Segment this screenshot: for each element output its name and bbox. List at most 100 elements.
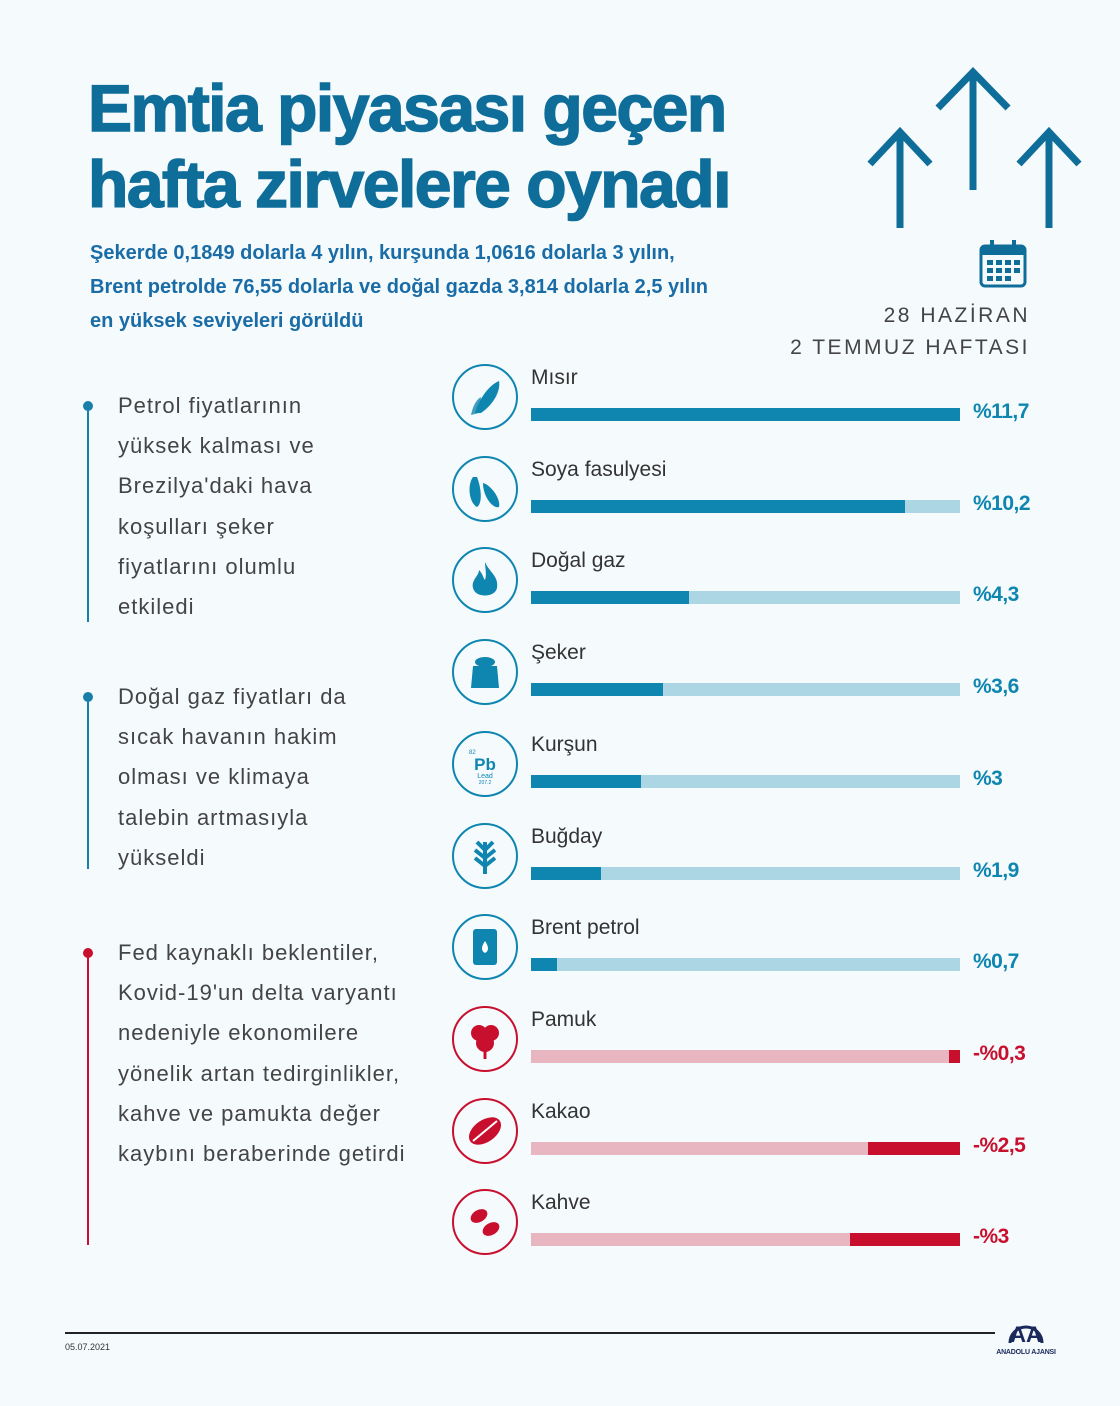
category-label: Kakao [531, 1099, 591, 1123]
bar-track [531, 774, 960, 788]
bar [531, 499, 905, 513]
category-label: Doğal gaz [531, 549, 626, 573]
page-title: Emtia piyasası geçen hafta zirvelere oyn… [87, 70, 732, 222]
bar-track [531, 591, 960, 605]
svg-text:Lead: Lead [477, 773, 493, 780]
value-label: %4,3 [973, 583, 1019, 607]
calendar-icon [979, 240, 1027, 288]
oil-barrel-icon [473, 929, 497, 966]
bar-track [531, 408, 960, 421]
subtitle-line: Brent petrolde 76,55 dolarla ve doğal ga… [90, 276, 709, 298]
note-line [87, 697, 89, 869]
category-label: Soya fasulyesi [531, 457, 667, 481]
value-label: %3 [973, 766, 1003, 790]
bar-row: Doğal gaz %4,3 [450, 547, 1070, 617]
bar [531, 774, 641, 788]
bar-track [531, 1141, 960, 1155]
icon-circle: 82 Pb Lead 207.2 [452, 730, 518, 797]
icon-circle [452, 1189, 518, 1256]
note-line [87, 406, 89, 622]
value-label: %3,6 [973, 675, 1019, 699]
week-end: 2 TEMMUZ HAFTASI [790, 336, 1030, 359]
bar [531, 866, 601, 880]
value-label: %10,2 [973, 491, 1031, 515]
bar-track [531, 683, 960, 697]
wheat-icon [473, 840, 497, 874]
note-text: Petrol fiyatlarının yüksek kalması ve Br… [118, 393, 315, 620]
up-arrows-icon [867, 66, 1082, 228]
note-text: Doğal gaz fiyatları da sıcak havanın hak… [118, 684, 347, 870]
note-3: Fed kaynaklı beklentiler, Kovid-19'un de… [83, 940, 408, 1245]
bar-track [531, 1233, 960, 1247]
icon-circle [452, 455, 518, 522]
bar-row: Buğday %1,9 [450, 822, 1070, 893]
svg-text:207.2: 207.2 [479, 780, 492, 786]
category-label: Mısır [531, 366, 578, 389]
value-label: -%2,5 [973, 1133, 1026, 1157]
value-label: -%0,3 [973, 1041, 1026, 1065]
bullet-dot [83, 401, 93, 411]
icon-circle [452, 364, 518, 430]
bar-row: 82 Pb Lead 207.2 Kurşun %3 [450, 730, 1070, 801]
svg-text:Pb: Pb [474, 755, 496, 774]
note-1: Petrol fiyatlarının yüksek kalması ve Br… [83, 393, 408, 622]
icon-circle [452, 1097, 518, 1164]
cocoa-icon [468, 1116, 502, 1145]
icon-circle [452, 914, 518, 981]
aa-logo-icon: AA [1008, 1322, 1044, 1347]
bar-row: Pamuk -%0,3 [450, 1005, 1070, 1076]
category-label: Kahve [531, 1191, 591, 1215]
category-label: Brent petrol [531, 916, 640, 940]
category-label: Şeker [531, 641, 586, 665]
value-label: %1,9 [973, 858, 1019, 882]
bar-row: Kahve -%3 [450, 1189, 1070, 1259]
footer-divider [65, 1332, 995, 1334]
bar [949, 1049, 960, 1063]
subtitle-line: en yüksek seviyeleri görüldü [90, 310, 364, 332]
bar-row: Soya fasulyesi %10,2 [450, 455, 1070, 526]
bar-track [531, 866, 960, 880]
bar [868, 1141, 960, 1155]
subtitle-line: Şekerde 0,1849 dolarla 4 yılın, kurşunda… [90, 242, 675, 264]
category-label: Pamuk [531, 1007, 597, 1031]
footer-date: 05.07.2021 [65, 1342, 111, 1352]
logo-text: ANADOLU AJANSI [996, 1349, 1056, 1356]
bar [531, 958, 557, 972]
corn-icon [471, 381, 500, 415]
icon-circle [452, 639, 518, 706]
bullet-dot [83, 948, 93, 958]
cotton-icon [471, 1024, 499, 1059]
sugar-sack-icon [471, 657, 499, 689]
value-label: %0,7 [973, 950, 1019, 974]
title-line: hafta zirvelere oynadı [87, 146, 732, 222]
subtitle: Şekerde 0,1849 dolarla 4 yılın, kurşunda… [90, 236, 850, 338]
flame-icon [472, 562, 498, 596]
week-label: 28 HAZİRAN 2 TEMMUZ HAFTASI [790, 300, 1030, 364]
svg-text:82: 82 [469, 750, 476, 756]
note-text: Fed kaynaklı beklentiler, Kovid-19'un de… [118, 940, 406, 1167]
category-label: Buğday [531, 824, 603, 848]
icon-circle [452, 547, 518, 614]
coffee-bean-icon [470, 1209, 500, 1237]
bar [531, 683, 663, 697]
note-2: Doğal gaz fiyatları da sıcak havanın hak… [83, 684, 408, 870]
icon-circle [452, 822, 518, 889]
bar-track [531, 499, 960, 513]
note-line [87, 953, 89, 1245]
svg-text:AA: AA [1010, 1322, 1042, 1344]
week-start: 28 HAZİRAN [883, 304, 1030, 327]
value-label: %11,7 [973, 400, 1029, 423]
bar-track [531, 1049, 960, 1063]
title-line: Emtia piyasası geçen [87, 70, 728, 146]
aa-logo: AA ANADOLU AJANSI [995, 1312, 1057, 1356]
bar [850, 1233, 960, 1247]
icon-circle [452, 1005, 518, 1072]
bar-row: Mısır %11,7 [450, 364, 1070, 434]
category-label: Kurşun [531, 732, 598, 756]
bar-row: Şeker %3,6 [450, 639, 1070, 709]
bar [531, 408, 960, 421]
bar-row: Brent petrol %0,7 [450, 914, 1070, 984]
bullet-dot [83, 692, 93, 702]
bar [531, 591, 689, 605]
